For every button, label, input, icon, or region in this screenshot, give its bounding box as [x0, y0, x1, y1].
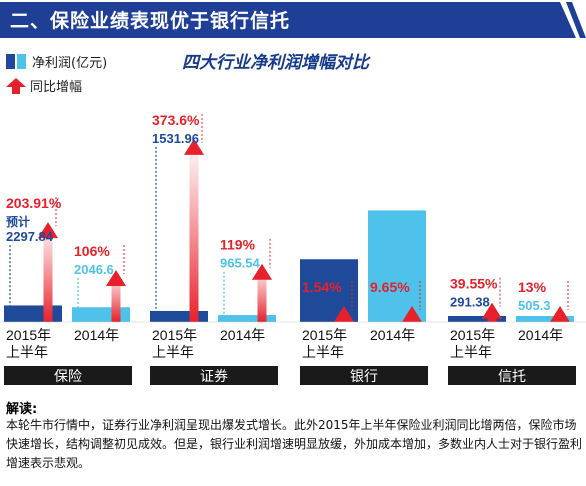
bar-银行-1: [368, 210, 426, 322]
description-label: 解读:: [6, 402, 38, 417]
value-label-保险-1: 2046.6: [74, 262, 114, 277]
growth-label-银行-0: 1.54%: [302, 279, 342, 295]
growth-arrow-head-证券-0: [184, 138, 204, 155]
period-label-信托-0-1: 上半年: [450, 344, 492, 360]
legend-net-profit: 净利润(亿元): [6, 52, 107, 71]
category-bg-信托: [448, 366, 576, 385]
category-label-信托: 信托: [498, 368, 526, 384]
value-label-银行-1: 1.55万: [370, 298, 408, 313]
growth-arrow-head-保险-0: [38, 222, 58, 239]
value-label-信托-0: 291.38: [450, 295, 490, 310]
growth-arrow-信托-0: [482, 302, 502, 322]
header-banner: 二、保险业绩表现优于银行信托: [0, 0, 586, 40]
growth-arrow-信托-1: [550, 306, 570, 322]
legend-net-profit-label: 净利润(亿元): [32, 56, 108, 71]
value-label-信托-1: 505.3: [518, 298, 551, 313]
period-label-保险-0-1: 上半年: [6, 344, 48, 360]
header-title: 二、保险业绩表现优于银行信托: [10, 10, 291, 32]
period-label-信托-0-0: 2015年: [450, 327, 495, 343]
growth-arrow-保险-0: [38, 222, 58, 322]
growth-label-保险-1: 106%: [74, 243, 110, 259]
growth-arrow-证券-0: [184, 138, 204, 322]
category-label-保险: 保险: [54, 368, 82, 384]
legend-swatch-dark: [6, 54, 15, 69]
period-label-证券-0-1: 上半年: [152, 344, 194, 360]
period-label-证券-0-0: 2015年: [152, 327, 197, 343]
growth-label-银行-1: 9.65%: [370, 279, 410, 295]
category-label-银行: 银行: [350, 368, 378, 384]
period-label-保险-0-0: 2015年: [6, 327, 51, 343]
period-label-保险-1-0: 2014年: [74, 327, 119, 343]
legend-arrow-icon: [6, 77, 26, 94]
bar-保险-1: [72, 307, 130, 322]
value-label-证券-0: 1531.96: [152, 131, 199, 146]
value-label-银行-0: 8715: [302, 298, 331, 313]
category-bg-证券: [150, 366, 278, 385]
value-label-证券-1: 965.54: [220, 256, 261, 271]
bar-证券-0: [150, 310, 208, 322]
period-label-信托-1-0: 2014年: [518, 327, 563, 343]
category-bg-保险: [4, 366, 132, 385]
period-label-银行-0-1: 上半年: [302, 344, 344, 360]
value-note-保险-0: 预计: [6, 214, 30, 229]
growth-arrow-head-保险-1: [106, 270, 126, 287]
bar-信托-0: [448, 316, 506, 322]
growth-label-证券-1: 119%: [220, 237, 256, 253]
bar-保险-0: [4, 305, 62, 322]
legend-yoy-label: 同比增幅: [30, 80, 83, 95]
growth-label-信托-1: 13%: [518, 279, 547, 295]
chart-area: 203.91%预计2297.842015年上半年106%2046.62014年保…: [0, 112, 586, 385]
value-label-保险-0: 2297.84: [6, 229, 54, 244]
category-bg-银行: [300, 366, 428, 385]
period-label-证券-1-0: 2014年: [220, 327, 265, 343]
growth-label-保险-0: 203.91%: [6, 195, 62, 211]
growth-arrow-银行-1: [402, 306, 422, 322]
bar-银行-0: [300, 259, 358, 322]
description-text: 本轮牛市行情中，证券行业净利润呈现出爆发式增长。此外2015年上半年保险业利润同…: [6, 418, 583, 470]
legend-swatch-light: [17, 54, 26, 69]
period-label-银行-1-0: 2014年: [370, 327, 415, 343]
category-label-证券: 证券: [200, 368, 228, 384]
growth-arrow-head-证券-1: [252, 263, 272, 280]
growth-arrow-银行-0: [334, 306, 354, 322]
chart-title: 四大行业净利润增幅对比: [182, 53, 369, 73]
bar-信托-1: [516, 316, 574, 322]
legend-yoy: 同比增幅: [6, 76, 82, 95]
bar-证券-1: [218, 315, 276, 322]
growth-label-证券-0: 373.6%: [152, 112, 200, 128]
growth-label-信托-0: 39.55%: [450, 276, 498, 292]
period-label-银行-0-0: 2015年: [302, 327, 347, 343]
